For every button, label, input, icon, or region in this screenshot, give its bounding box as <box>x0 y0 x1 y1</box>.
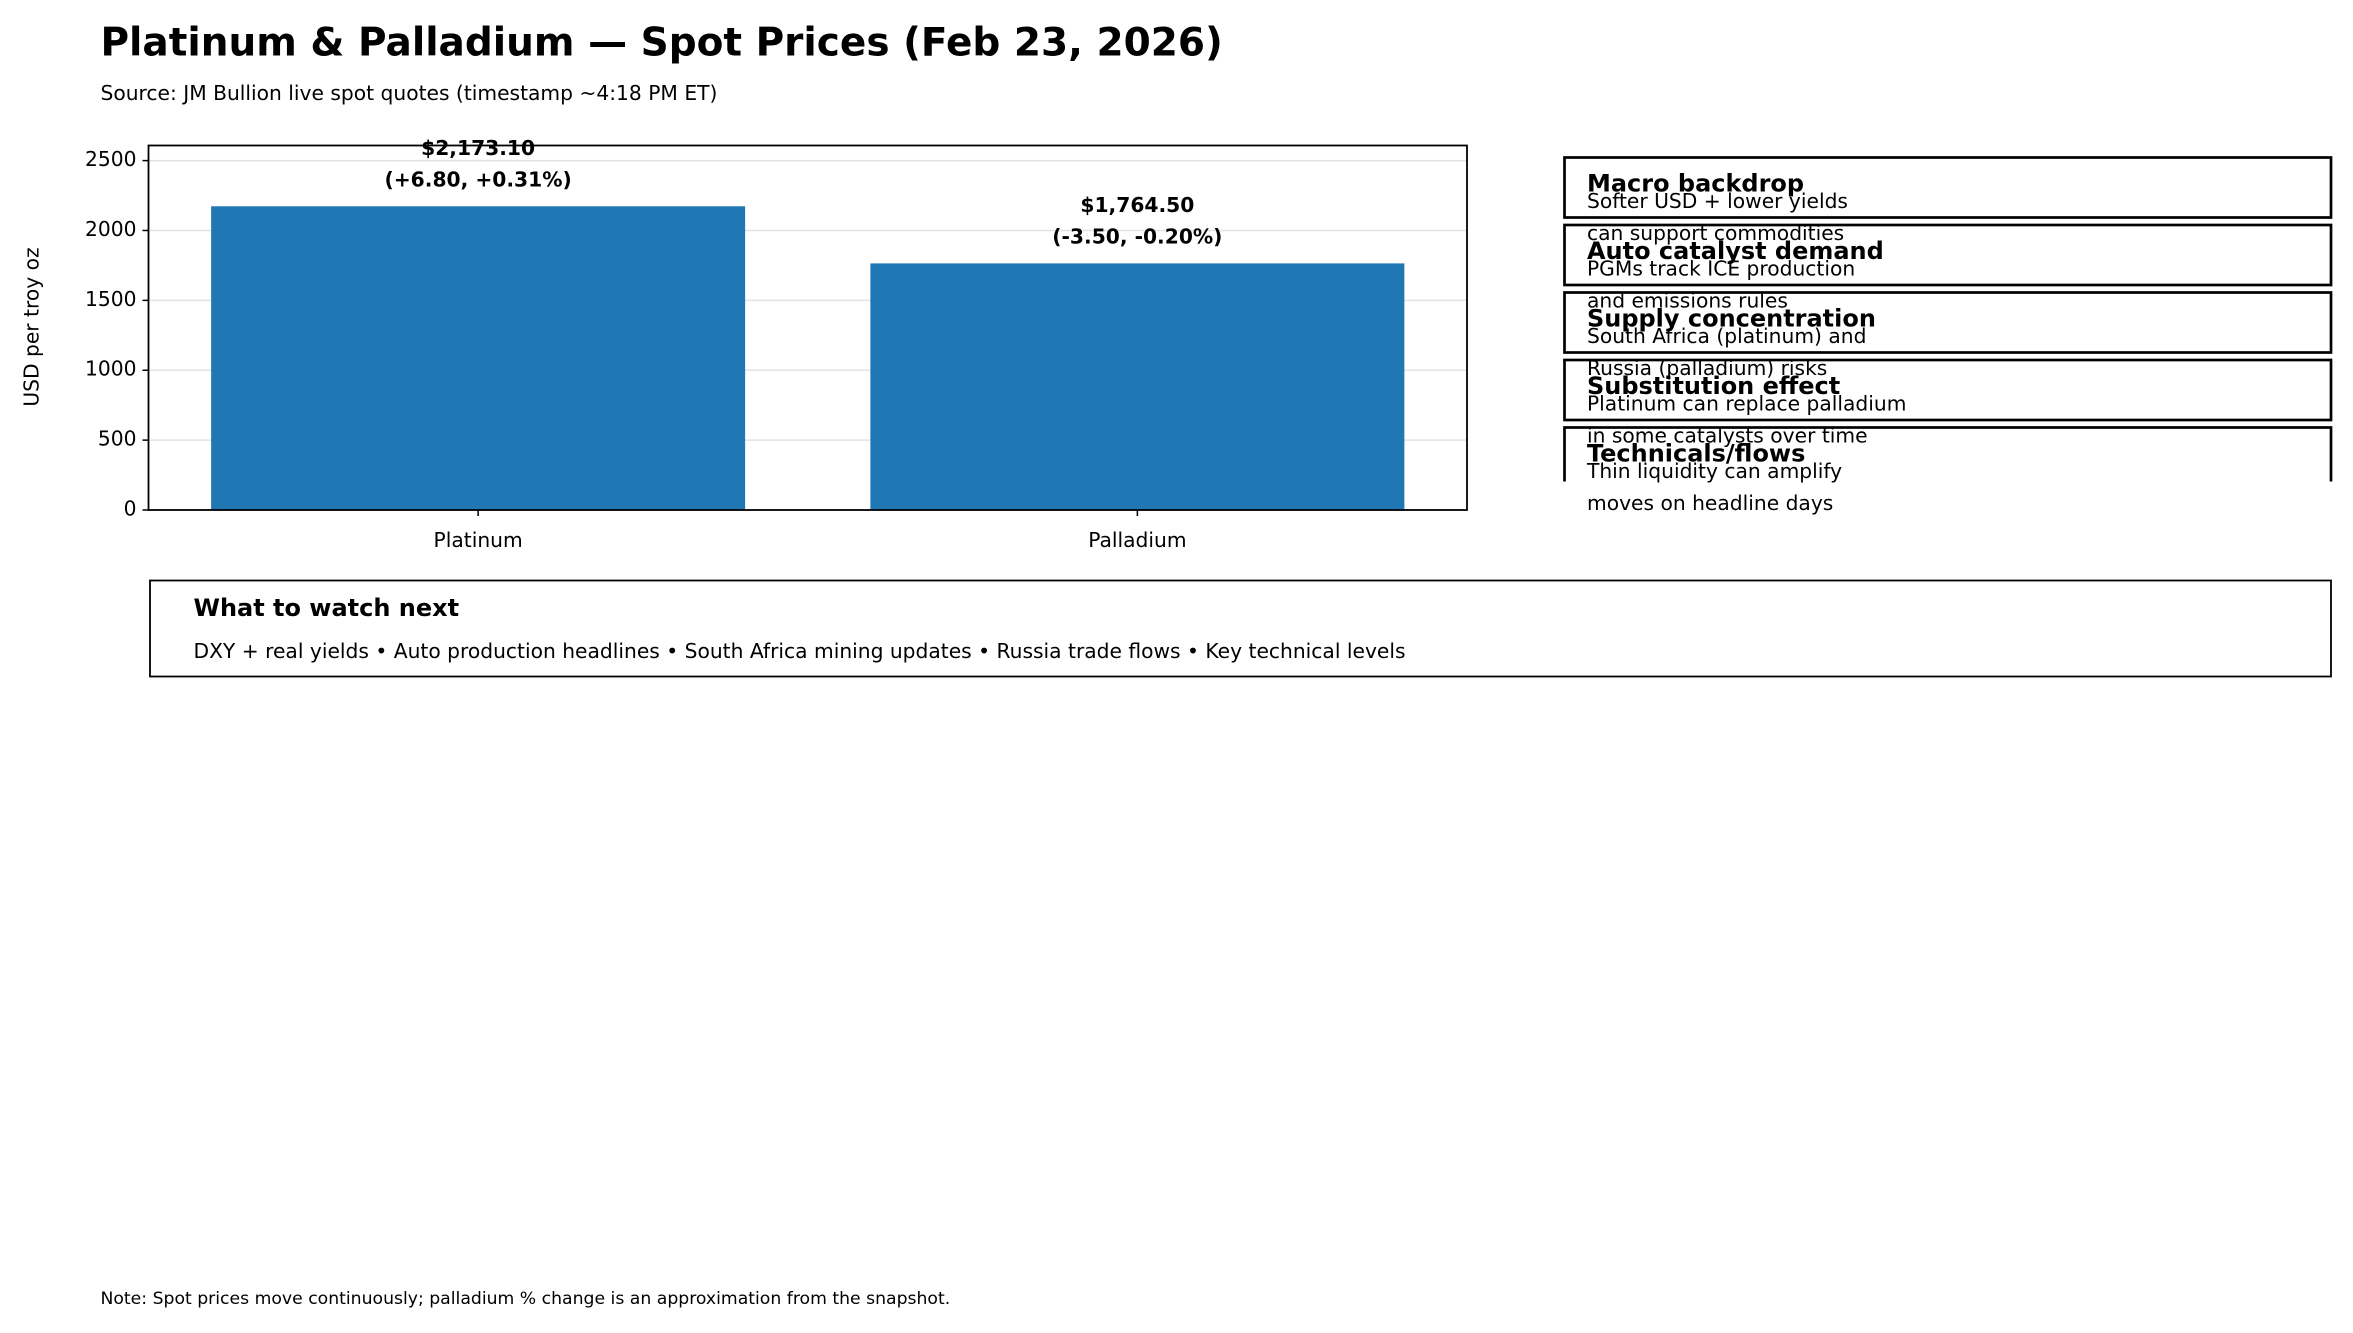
panel-box <box>1563 358 2333 422</box>
x-tick-label: Platinum <box>434 528 523 552</box>
panel-text: and emissions rules <box>1587 289 1788 313</box>
change-label: (+6.80, +0.31%) <box>384 167 571 191</box>
panel-title: Substitution effect <box>1587 372 1840 400</box>
panel-title: Auto catalyst demand <box>1587 237 1884 265</box>
panel-text: South Africa (platinum) and <box>1587 324 1866 348</box>
y-tick-label: 1000 <box>85 357 137 381</box>
panel-text: Platinum can replace palladium <box>1587 391 1906 415</box>
plot-frame <box>147 144 1468 511</box>
value-label: $1,764.50 <box>1080 193 1194 217</box>
bar <box>211 206 746 510</box>
panel-text: PGMs track ICE production <box>1587 256 1855 280</box>
y-tick-label: 1500 <box>85 287 137 311</box>
y-tick-label: 2000 <box>85 217 137 241</box>
panel-text: Softer USD + lower yields <box>1587 189 1848 213</box>
note: Note: Spot prices move continuously; pal… <box>101 1289 951 1309</box>
panel-title: Macro backdrop <box>1587 169 1804 197</box>
watch-box <box>149 579 2332 678</box>
panel-text: Thin liquidity can amplify <box>1586 459 1842 483</box>
y-tick-label: 0 <box>124 496 137 520</box>
chart-title: Platinum & Palladium — Spot Prices (Feb … <box>101 20 1223 65</box>
x-tick-label: Palladium <box>1088 528 1186 552</box>
panel-box <box>1563 156 2333 219</box>
watch-title: What to watch next <box>194 594 460 622</box>
panel-box <box>1563 426 2333 482</box>
y-tick-label: 500 <box>98 427 137 451</box>
change-label: (-3.50, -0.20%) <box>1052 224 1222 248</box>
panel-title: Supply concentration <box>1587 304 1876 332</box>
y-tick-label: 2500 <box>85 147 137 171</box>
panel-title: Technicals/flows <box>1587 439 1805 467</box>
bar <box>870 263 1405 510</box>
subtitle: Source: JM Bullion live spot quotes (tim… <box>101 81 718 105</box>
panel-text: can support commodities <box>1587 221 1844 245</box>
value-label: $2,173.10 <box>421 136 535 160</box>
panel-box <box>1563 291 2333 354</box>
watch-text: DXY + real yields • Auto production head… <box>194 639 1406 663</box>
panel-text: moves on headline days <box>1587 491 1833 515</box>
y-axis-label: USD per troy oz <box>20 247 44 406</box>
panel-box <box>1563 223 2333 287</box>
